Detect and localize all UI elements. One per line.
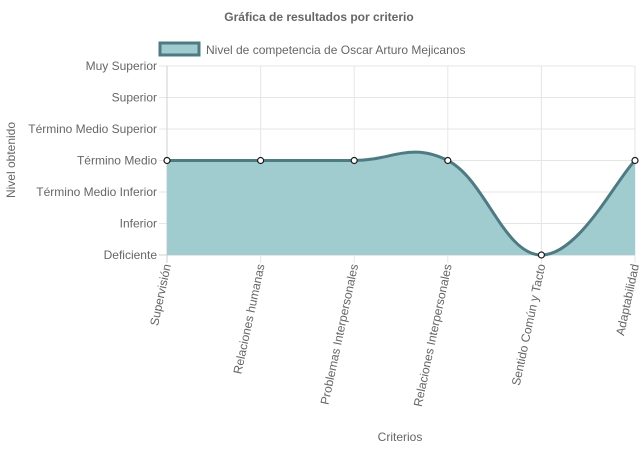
x-tick-label: Relaciones humanas <box>231 263 268 376</box>
x-axis-title: Criterios <box>378 430 423 444</box>
x-tick-label: Sentido Común y Tacto <box>509 262 549 386</box>
y-axis-title: Nivel obtenido <box>4 122 18 198</box>
chart-title: Gráfica de resultados por criterio <box>224 10 413 24</box>
y-axis-ticks: Deficiente Inferior Término Medio Inferior… <box>28 59 157 262</box>
x-tick-label: Problemas Interpersonales <box>318 263 362 406</box>
series-area-fill <box>167 152 635 255</box>
legend-swatch <box>158 41 201 57</box>
data-point[interactable] <box>444 156 452 165</box>
y-tick-label: Superior <box>112 91 157 105</box>
data-point[interactable] <box>537 251 546 259</box>
x-tick-label: Adaptabilidad <box>613 263 639 337</box>
x-tick-label: Supervisión <box>147 263 174 327</box>
y-tick-label: Inferior <box>120 217 157 231</box>
y-tick-label: Muy Superior <box>86 59 157 73</box>
y-tick-label: Término Medio Inferior <box>36 185 157 199</box>
data-point[interactable] <box>631 156 639 165</box>
data-point[interactable] <box>257 156 265 165</box>
y-tick-label: Término Medio <box>77 154 157 168</box>
x-axis-ticks: Supervisión Relaciones humanas Problemas I… <box>147 262 639 407</box>
y-tick-label: Deficiente <box>104 248 158 262</box>
legend-label: Nivel de competencia de Oscar Arturo Mej… <box>206 43 465 57</box>
x-tick-label: Relaciones Interpersonales <box>411 263 455 408</box>
series-area <box>163 150 639 259</box>
y-tick-label: Término Medio Superior <box>28 122 157 136</box>
legend[interactable]: Nivel de competencia de Oscar Arturo Mej… <box>158 41 465 57</box>
data-point[interactable] <box>350 156 358 165</box>
data-point[interactable] <box>163 156 171 165</box>
